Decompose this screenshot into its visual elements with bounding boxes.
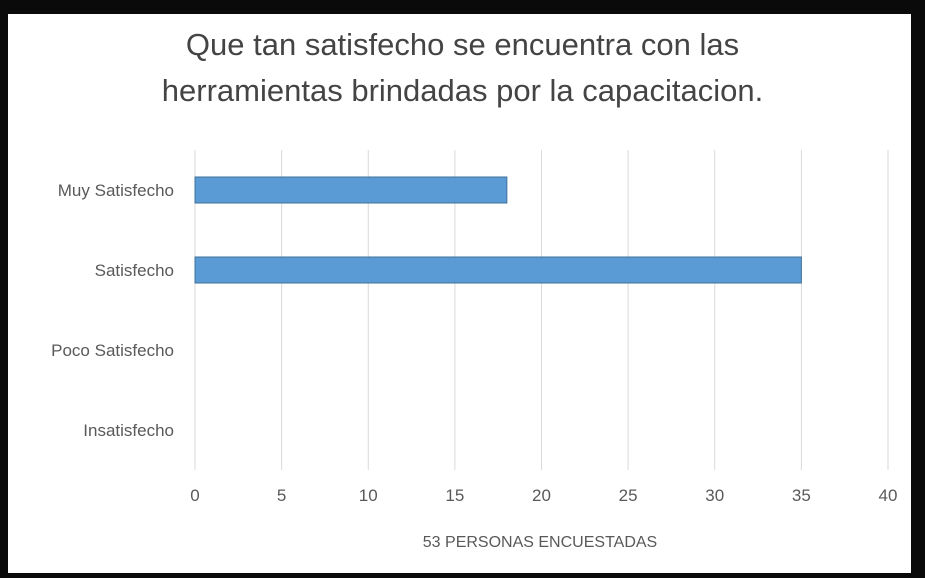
x-tick-label-10: 10 [359,486,378,505]
category-label-poco-satisfecho: Poco Satisfecho [51,341,174,360]
bars [194,176,802,284]
bar-satisfecho [194,256,802,284]
bar-muy-satisfecho [194,176,508,204]
chart-title-line-1: Que tan satisfecho se encuentra con las [185,27,740,62]
x-axis-title: 53 PERSONAS ENCUESTADAS [423,534,657,551]
x-tick-label-25: 25 [619,486,638,505]
category-labels: Muy Satisfecho Satisfecho Poco Satisfecho I… [51,181,174,440]
x-tick-label-35: 35 [792,486,811,505]
x-tick-label-30: 30 [705,486,724,505]
category-label-muy-satisfecho: Muy Satisfecho [58,181,174,200]
category-label-insatisfecho: Insatisfecho [83,421,174,440]
x-tick-label-0: 0 [190,486,199,505]
x-tick-labels: 0 5 10 15 20 25 30 35 40 [190,486,897,505]
x-tick-label-15: 15 [445,486,464,505]
x-tick-label-20: 20 [532,486,551,505]
x-tick-label-40: 40 [879,486,898,505]
category-label-satisfecho: Satisfecho [95,261,174,280]
x-tick-label-5: 5 [277,486,286,505]
chart-title: Que tan satisfecho se encuentra con las … [0,22,925,114]
chart-title-line-2: herramientas brindadas por la capacitaci… [161,73,764,108]
